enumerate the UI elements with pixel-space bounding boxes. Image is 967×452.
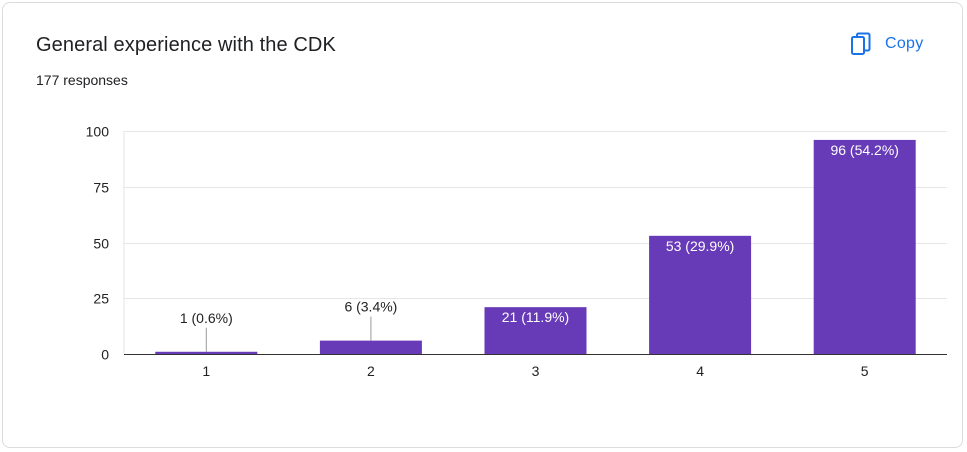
data-label: 53 (29.9%) bbox=[666, 238, 734, 254]
chart-title: General experience with the CDK bbox=[36, 34, 336, 56]
x-tick-label: 1 bbox=[202, 363, 210, 379]
bars bbox=[155, 139, 916, 354]
grid-lines bbox=[123, 131, 947, 355]
data-label: 6 (3.4%) bbox=[344, 299, 397, 315]
data-labels: 1 (0.6%) 6 (3.4%) 21 (11.9%) 53 (29.9%) 96 (… bbox=[180, 142, 899, 352]
copy-icon bbox=[851, 32, 871, 55]
data-label: 1 (0.6%) bbox=[180, 310, 233, 326]
y-tick-label: 25 bbox=[93, 291, 109, 307]
x-tick-label: 5 bbox=[861, 363, 869, 379]
y-axis-ticks: 0 25 50 75 100 bbox=[86, 124, 110, 363]
copy-button[interactable]: Copy bbox=[843, 27, 932, 61]
y-tick-label: 100 bbox=[86, 124, 110, 140]
x-tick-label: 3 bbox=[532, 363, 540, 379]
response-count: 177 responses bbox=[36, 72, 128, 88]
y-tick-label: 50 bbox=[93, 236, 109, 252]
bar bbox=[155, 351, 258, 354]
copy-button-label: Copy bbox=[885, 35, 924, 52]
y-tick-label: 75 bbox=[93, 180, 109, 196]
data-label: 21 (11.9%) bbox=[502, 309, 569, 325]
bar bbox=[484, 307, 587, 354]
y-tick-label: 0 bbox=[101, 347, 109, 363]
bar bbox=[649, 235, 752, 354]
bar bbox=[813, 139, 916, 354]
x-axis-ticks: 1 2 3 4 5 bbox=[202, 363, 868, 379]
data-label: 96 (54.2%) bbox=[830, 142, 898, 158]
bar bbox=[319, 340, 422, 354]
x-tick-label: 4 bbox=[696, 363, 704, 379]
x-tick-label: 2 bbox=[367, 363, 375, 379]
